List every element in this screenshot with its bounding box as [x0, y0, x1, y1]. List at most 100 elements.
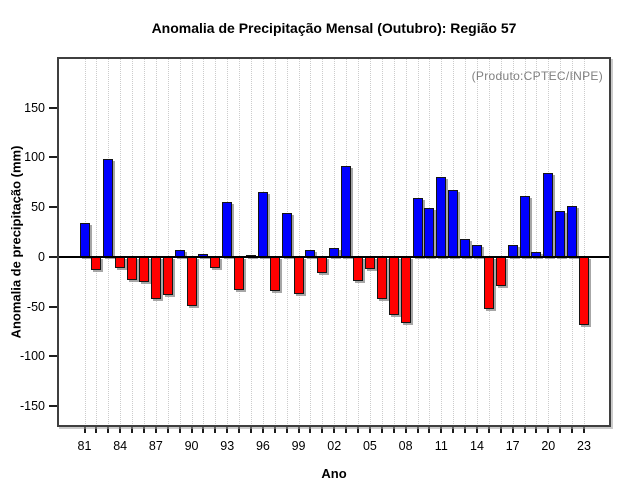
year-gridline: [358, 58, 360, 426]
bar-2016: [495, 256, 506, 286]
bar-2004: [353, 256, 364, 281]
bar-2023: [579, 256, 589, 325]
x-tick-mark: [392, 426, 395, 433]
year-gridline: [369, 58, 371, 426]
x-tick-mark: [404, 426, 407, 433]
bar-1982: [91, 256, 102, 270]
y-tick-label: -100: [19, 349, 45, 364]
bar-1984: [115, 256, 126, 268]
x-tick-mark: [273, 426, 276, 433]
x-tick-mark: [571, 426, 574, 433]
year-gridline: [191, 58, 193, 426]
x-tick-label: 14: [470, 439, 484, 453]
bar-2006: [376, 256, 387, 299]
bar-2009: [412, 198, 423, 257]
x-tick-mark: [107, 426, 110, 433]
x-tick-mark: [119, 426, 122, 433]
x-tick-mark: [142, 426, 145, 433]
x-tick-mark: [380, 426, 383, 433]
bar-1998: [281, 213, 292, 257]
y-tick-label: 100: [24, 150, 45, 165]
x-axis-title: Ano: [321, 466, 347, 481]
x-tick-mark: [547, 426, 550, 433]
year-gridline: [96, 58, 98, 426]
x-tick-mark: [452, 426, 455, 433]
bar-1990: [186, 256, 197, 306]
year-gridline: [167, 58, 169, 426]
year-gridline: [215, 58, 217, 426]
x-tick-mark: [154, 426, 157, 433]
year-gridline: [310, 58, 312, 426]
plot-area: (Produto:CPTEC/INPE) 150 100 50 0 -50 -100 -15…: [20, 57, 611, 453]
y-tick-mark: [49, 355, 58, 358]
y-tick-mark: [49, 405, 58, 408]
y-axis-title: Anomalia de precipitação (mm): [8, 145, 24, 339]
x-tick-mark: [345, 426, 348, 433]
x-tick-mark: [261, 426, 264, 433]
year-gridline: [393, 58, 395, 426]
x-tick-mark: [95, 426, 98, 433]
year-gridline: [298, 58, 300, 426]
x-tick-mark: [440, 426, 443, 433]
year-gridline: [120, 58, 122, 426]
bar-1983: [103, 159, 114, 257]
bar-1992: [210, 256, 221, 268]
y-tick-mark: [49, 106, 58, 109]
x-tick-label: 93: [220, 439, 235, 453]
x-tick-label: 20: [541, 439, 556, 453]
bar-2012: [448, 190, 459, 257]
x-tick-mark: [297, 426, 300, 433]
year-gridline: [203, 58, 205, 426]
year-gridline: [143, 58, 145, 426]
x-tick-mark: [309, 426, 312, 433]
bar-1988: [162, 256, 173, 295]
bar-1994: [234, 256, 245, 290]
y-tick-label: 50: [31, 200, 45, 215]
year-gridline: [274, 58, 276, 426]
chart-title: Anomalia de Precipitação Mensal (Outubro…: [151, 20, 517, 36]
bar-2021: [555, 211, 566, 257]
x-tick-mark: [83, 426, 86, 433]
x-tick-mark: [321, 426, 324, 433]
x-tick-mark: [559, 426, 562, 433]
year-gridline: [132, 58, 134, 426]
y-tick-mark: [49, 255, 58, 258]
bar-2008: [400, 256, 411, 323]
bar-1987: [150, 256, 161, 299]
year-gridline: [512, 58, 514, 426]
x-tick-mark: [499, 426, 502, 433]
bar-1993: [222, 202, 233, 257]
x-tick-label: 81: [77, 439, 92, 453]
x-tick-label: 11: [434, 439, 448, 453]
bar-2005: [364, 256, 375, 269]
y-tick-mark: [49, 206, 58, 209]
y-tick-mark: [49, 305, 58, 308]
bar-2018: [519, 196, 530, 257]
x-tick-mark: [238, 426, 241, 433]
bar-1997: [269, 256, 280, 291]
bar-2010: [424, 208, 435, 257]
x-tick-label: 05: [362, 439, 377, 453]
x-tick-label: 23: [577, 439, 591, 453]
year-gridline: [584, 58, 585, 426]
x-tick-label: 87: [148, 439, 163, 453]
year-gridline: [322, 58, 324, 426]
x-tick-mark: [464, 426, 467, 433]
x-tick-mark: [523, 426, 526, 433]
x-tick-mark: [250, 426, 252, 433]
y-tick-label: 150: [24, 100, 45, 115]
zero-axis-line: [58, 255, 610, 258]
y-tick-mark: [49, 156, 58, 159]
bar-1986: [138, 256, 149, 282]
x-tick-label: 08: [398, 439, 413, 453]
bar-2022: [567, 206, 578, 257]
x-tick-label: 90: [184, 439, 199, 453]
x-tick-mark: [202, 426, 205, 433]
x-tick-label: 96: [255, 439, 270, 453]
bar-1985: [127, 256, 138, 280]
x-tick-label: 99: [291, 439, 306, 453]
x-tick-mark: [583, 426, 585, 433]
x-tick-mark: [487, 426, 490, 433]
x-tick-mark: [214, 426, 217, 433]
x-tick-mark: [416, 426, 419, 433]
